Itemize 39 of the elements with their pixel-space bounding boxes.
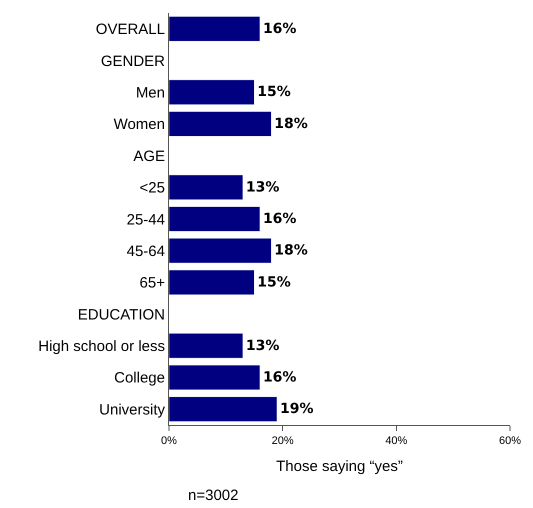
x-tick-label: 60% <box>498 435 522 448</box>
data-label: 19% <box>280 401 314 418</box>
bar <box>169 238 272 264</box>
y-tick-label: College <box>114 370 165 387</box>
y-tick-label: Women <box>114 116 165 134</box>
y-tick-label: High school or less <box>38 338 165 356</box>
y-tick-label: AGE <box>133 148 165 165</box>
data-label: 16% <box>262 20 296 37</box>
data-label: 13% <box>246 179 280 196</box>
bar <box>169 333 244 358</box>
y-tick-label: <25 <box>140 180 165 197</box>
x-tick-label: 40% <box>385 435 408 448</box>
bar <box>169 364 260 390</box>
text: n=3002 <box>188 487 238 504</box>
bar <box>169 80 254 105</box>
bar <box>169 111 272 137</box>
data-label: 13% <box>246 338 280 354</box>
x-tick-label: 20% <box>272 435 294 448</box>
bar <box>169 396 278 422</box>
y-tick-label: 65+ <box>140 274 166 292</box>
data-label: 18% <box>274 242 308 259</box>
y-tick-label: OVERALL <box>96 21 165 38</box>
y-tick-label: EDUCATION <box>78 306 165 324</box>
y-tick-label: University <box>99 401 166 418</box>
data-label: 16% <box>262 369 296 386</box>
bar <box>169 270 254 295</box>
bar <box>169 206 260 232</box>
data-label: 15% <box>257 274 291 290</box>
bar <box>169 174 244 200</box>
y-tick-label: Men <box>136 84 165 102</box>
y-tick-label: 25-44 <box>126 211 165 228</box>
data-label: 18% <box>274 116 308 132</box>
y-tick-label: GENDER <box>100 52 166 70</box>
x-axis-title: Those saying “yes” <box>276 458 403 476</box>
x-tick-label: 0% <box>161 435 178 448</box>
bar <box>169 16 260 42</box>
data-label: 15% <box>257 84 291 100</box>
data-label: 16% <box>262 211 296 227</box>
y-tick-label: 45-64 <box>126 242 165 260</box>
